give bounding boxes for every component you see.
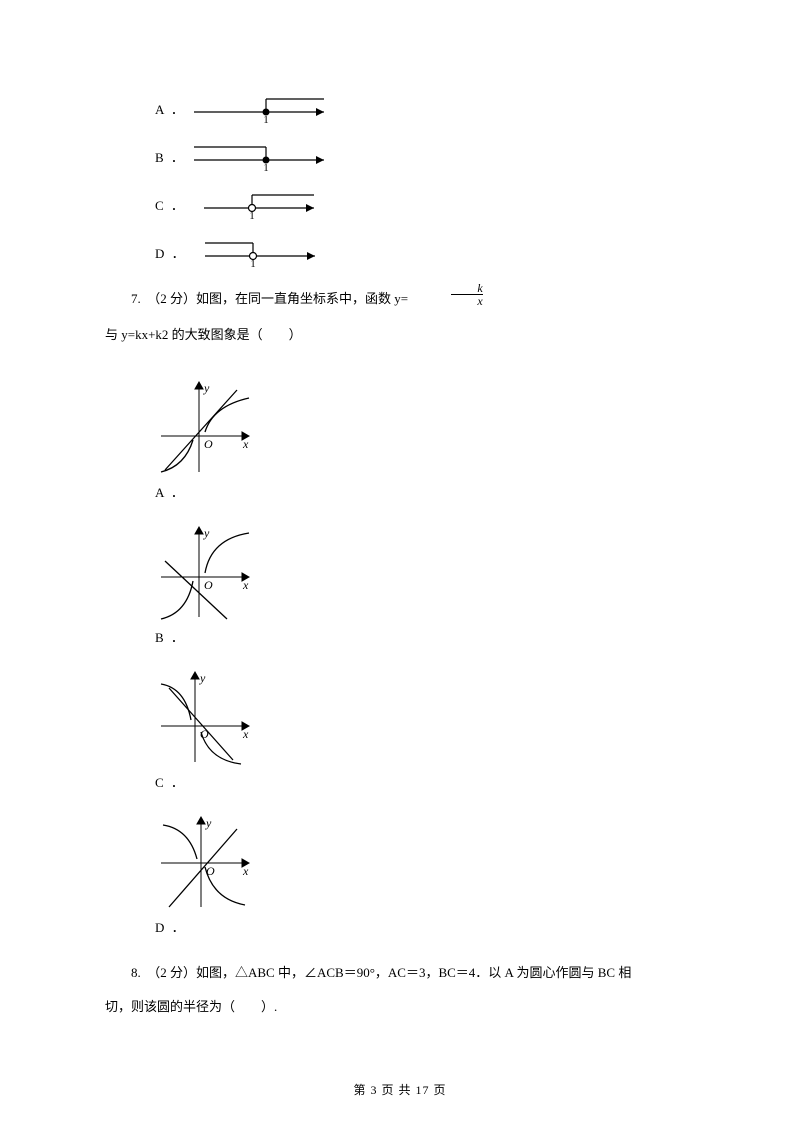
- frac-num: k: [451, 282, 482, 294]
- q7-options: y x O A ． y x O B: [155, 376, 695, 942]
- option-label: C ．: [155, 772, 186, 797]
- fraction: k x: [411, 282, 496, 318]
- q7-option-row: y x O: [155, 811, 695, 911]
- q7-post: 与 y=kx+k2 的大致图象是（ ）: [105, 327, 302, 342]
- option-label: B ．: [155, 627, 186, 652]
- page-footer: 第 3 页 共 17 页: [0, 1081, 800, 1098]
- svg-text:1: 1: [250, 258, 256, 268]
- q7-option-row: C ．: [155, 772, 695, 797]
- svg-text:x: x: [242, 727, 249, 741]
- graph-b: y x O: [155, 521, 255, 621]
- svg-text:1: 1: [263, 162, 269, 172]
- svg-text:O: O: [200, 727, 209, 741]
- svg-text:y: y: [203, 381, 210, 395]
- svg-text:y: y: [203, 526, 210, 540]
- numberline-diagram-d: 1: [195, 234, 325, 268]
- numberline-diagram-a: 1: [194, 90, 334, 124]
- q7-pre: 7. （2 分）如图，在同一直角坐标系中，函数 y=: [131, 291, 408, 306]
- q6-options: A ． 1 B ． 1 C ．: [155, 90, 695, 268]
- svg-text:1: 1: [249, 210, 255, 220]
- graph-c: y x O: [155, 666, 255, 766]
- option-label: D ．: [155, 243, 187, 268]
- option-label: A ．: [155, 482, 186, 507]
- q8-stem-line2: 切，则该圆的半径为（ ）.: [105, 990, 695, 1024]
- option-row: D ． 1: [155, 234, 695, 268]
- svg-text:x: x: [242, 437, 249, 451]
- option-label: B ．: [155, 147, 186, 172]
- option-label: A ．: [155, 99, 186, 124]
- option-row: B ． 1: [155, 138, 695, 172]
- svg-text:O: O: [204, 437, 213, 451]
- svg-text:y: y: [205, 816, 212, 830]
- option-row: C ． 1: [155, 186, 695, 220]
- page-content: A ． 1 B ． 1 C ．: [105, 90, 695, 1042]
- graph-a: y x O: [155, 376, 255, 476]
- svg-text:O: O: [206, 864, 215, 878]
- numberline-diagram-c: 1: [194, 186, 324, 220]
- q8-stem-line1: 8. （2 分）如图，△ABC 中，∠ACB＝90°，AC＝3，BC＝4．以 A…: [105, 956, 695, 990]
- option-label: C ．: [155, 195, 186, 220]
- numberline-diagram-b: 1: [194, 138, 334, 172]
- q7-stem: 7. （2 分）如图，在同一直角坐标系中，函数 y= k x 与 y=kx+k2…: [105, 282, 695, 352]
- q7-option-row: y x O: [155, 666, 695, 766]
- svg-text:y: y: [199, 671, 206, 685]
- svg-text:1: 1: [263, 114, 269, 124]
- q7-option-row: y x O: [155, 376, 695, 476]
- option-label: D ．: [155, 917, 187, 942]
- svg-text:x: x: [242, 864, 249, 878]
- q7-option-row: B ．: [155, 627, 695, 652]
- q7-option-row: A ．: [155, 482, 695, 507]
- option-row: A ． 1: [155, 90, 695, 124]
- q7-option-row: D ．: [155, 917, 695, 942]
- graph-d: y x O: [155, 811, 255, 911]
- frac-den: x: [451, 294, 482, 307]
- q7-option-row: y x O: [155, 521, 695, 621]
- svg-text:x: x: [242, 578, 249, 592]
- svg-text:O: O: [204, 578, 213, 592]
